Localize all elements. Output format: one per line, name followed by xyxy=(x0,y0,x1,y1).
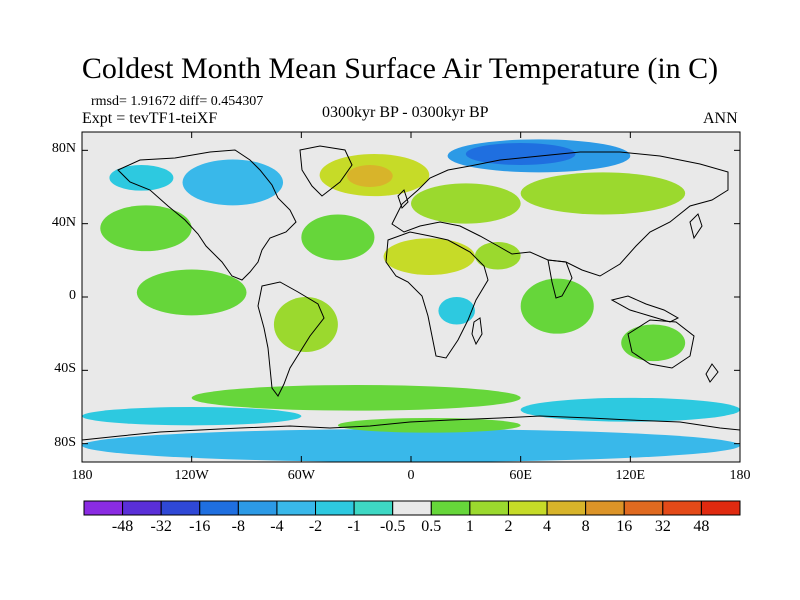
colorbar-swatch xyxy=(585,500,625,516)
x-tick-label: 120E xyxy=(615,468,646,483)
region-europe-warm xyxy=(411,183,521,224)
y-tick-marks xyxy=(82,149,740,445)
coast-madagascar xyxy=(471,317,483,346)
map-title: Coldest Month Mean Surface Air Temperatu… xyxy=(81,52,719,85)
y-tick-label: 80S xyxy=(54,434,76,450)
colorbar-label: 1 xyxy=(465,518,474,535)
region-south-america-warm xyxy=(273,297,338,352)
colorbar-swatch xyxy=(83,500,124,516)
coast-greenland xyxy=(299,145,353,197)
x-tick-label: 0 xyxy=(407,468,415,483)
colorbar-swatch xyxy=(700,500,741,516)
region-arabia-warm xyxy=(474,242,521,270)
region-tropical-indian xyxy=(520,278,594,334)
temperature-fields xyxy=(82,139,740,462)
colorbar-swatch xyxy=(160,500,201,516)
region-north-atlantic-core xyxy=(347,165,393,187)
colorbar-swatch xyxy=(430,500,471,516)
coast-uk xyxy=(397,189,409,209)
region-canada-cold xyxy=(182,159,284,206)
stats-line: rmsd= 1.91672 diff= 0.454307 xyxy=(91,94,264,109)
coast-india xyxy=(547,259,573,299)
colorbar-swatch xyxy=(353,500,394,516)
colorbar-swatch xyxy=(623,500,664,516)
coast-south-america xyxy=(257,281,325,397)
region-tropical-pacific xyxy=(136,269,247,316)
colorbar-swatch xyxy=(122,500,162,516)
colorbar-swatch xyxy=(546,500,587,516)
region-southern-ocean-green xyxy=(191,385,521,411)
colorbar-swatch xyxy=(392,500,432,516)
region-siberia-warm xyxy=(520,172,686,215)
region-s-africa-cold xyxy=(438,297,475,325)
coast-africa xyxy=(385,231,489,359)
coast-australia xyxy=(627,319,695,369)
y-tick-label: 0 xyxy=(69,288,76,303)
region-antarctica-warm-coast xyxy=(337,418,521,433)
period-line: 0300kyr BP - 0300kyr BP xyxy=(322,104,489,121)
region-southern-ocean-blue xyxy=(520,397,740,422)
x-tick-label: 60E xyxy=(509,468,532,483)
x-tick-label: 180 xyxy=(729,468,751,483)
region-southern-ocean-blue-w xyxy=(82,407,302,426)
region-n-pacific-warm xyxy=(100,205,192,252)
region-n-atlantic-subtrop xyxy=(301,214,375,261)
colorbar-swatch xyxy=(507,500,548,516)
coast-indonesia xyxy=(610,295,680,323)
colorbar-swatch xyxy=(237,500,278,516)
y-tick-label: 80N xyxy=(51,141,76,157)
x-tick-label: 60W xyxy=(287,468,315,483)
colorbar-label: -0.5 xyxy=(380,518,406,535)
colorbar-label: -1 xyxy=(347,518,361,535)
experiment-line: Expt = tevTF1-teiXF xyxy=(82,110,218,127)
colorbar-label: 48 xyxy=(693,518,710,535)
x-tick-label: 120W xyxy=(174,468,209,483)
coast-new-zealand xyxy=(705,363,719,383)
colorbar-label: -4 xyxy=(270,518,284,535)
region-arctic-core-cold xyxy=(465,143,576,165)
colorbar-label: -48 xyxy=(111,518,134,535)
colorbar-label: 8 xyxy=(581,518,590,535)
season-label: ANN xyxy=(703,110,738,127)
x-tick-label: 180 xyxy=(71,468,93,483)
colorbar-label: -16 xyxy=(189,518,211,535)
colorbar xyxy=(83,500,741,516)
colorbar-label: -8 xyxy=(231,518,246,535)
colorbar-swatch xyxy=(662,500,702,516)
colorbar-label: 32 xyxy=(654,518,671,535)
colorbar-label: -32 xyxy=(150,518,172,535)
colorbar-swatch xyxy=(315,500,355,516)
colorbar-label: 2 xyxy=(504,518,513,535)
region-sahara-warm xyxy=(383,238,475,275)
coastlines xyxy=(82,145,740,441)
region-antarctica-mixed xyxy=(82,429,740,462)
colorbar-label: 0.5 xyxy=(421,518,442,535)
colorbar-swatch xyxy=(276,500,317,516)
x-tick-marks xyxy=(81,132,741,462)
colorbar-swatch xyxy=(469,500,509,516)
coast-antarctica xyxy=(82,415,740,441)
coast-eurasia xyxy=(391,151,729,277)
colorbar-swatch xyxy=(199,500,239,516)
region-australia-warm xyxy=(621,324,686,362)
region-alaska-cold xyxy=(109,165,174,191)
colorbar-label: 16 xyxy=(616,518,633,535)
coast-north-america xyxy=(117,149,297,281)
y-tick-label: 40S xyxy=(54,361,76,377)
y-tick-label: 40N xyxy=(51,214,76,230)
colorbar-label: 4 xyxy=(543,518,552,535)
coast-japan xyxy=(689,213,703,240)
colorbar-label: -2 xyxy=(308,518,323,535)
